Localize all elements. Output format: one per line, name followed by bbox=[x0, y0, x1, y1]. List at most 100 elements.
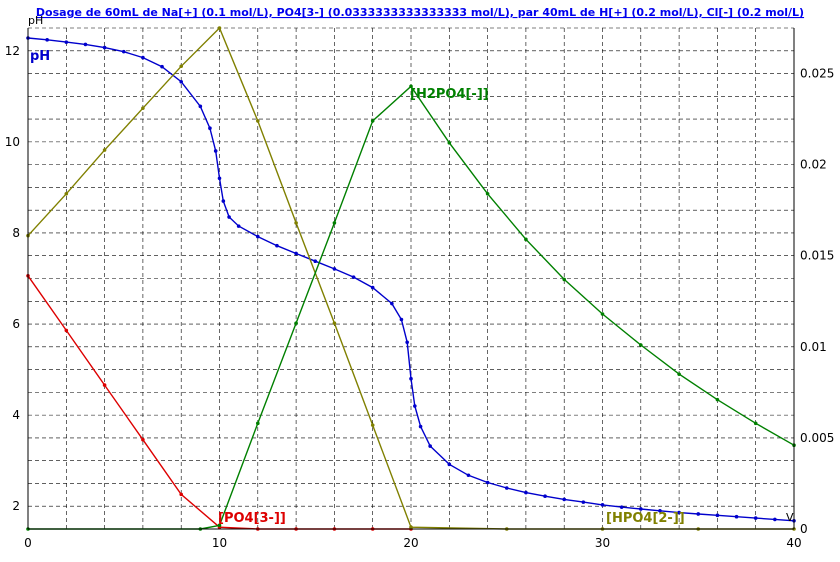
data-point-h2po4 bbox=[639, 343, 643, 347]
data-point-ph bbox=[83, 42, 88, 47]
x-axis-unit: V bbox=[786, 511, 794, 524]
series-line-h2po4 bbox=[28, 85, 795, 530]
data-point-h2po4 bbox=[370, 119, 375, 123]
y-axis-unit: pH bbox=[28, 14, 43, 27]
data-point-ph bbox=[221, 199, 226, 203]
data-point-hpo4-2 bbox=[294, 221, 298, 225]
data-point-ph bbox=[418, 424, 423, 429]
data-point-hpo4-2 bbox=[179, 64, 183, 69]
x-tick-label: 30 bbox=[595, 536, 610, 550]
y-right-tick-label: 0.01 bbox=[800, 340, 827, 354]
axis-layer: 0 10 20 30 40 2 4 6 8 10 12 0 0.005 0.01 0.015 0.02 0.02… bbox=[5, 28, 834, 550]
data-point-ph bbox=[213, 149, 218, 153]
data-point-ph bbox=[696, 512, 701, 516]
data-point-ph bbox=[753, 516, 758, 520]
data-point-ph bbox=[121, 49, 126, 54]
data-point-ph bbox=[466, 473, 471, 478]
y-left-tick-label: 12 bbox=[5, 44, 20, 58]
data-point-h2po4 bbox=[677, 372, 681, 376]
data-point-ph bbox=[313, 259, 318, 263]
data-point-h2po4 bbox=[600, 312, 605, 316]
data-point-ph bbox=[160, 64, 164, 69]
data-point-ph bbox=[677, 510, 681, 515]
y-left-tick-label: 10 bbox=[5, 135, 20, 149]
data-point-ph bbox=[543, 494, 547, 499]
data-point-po4-3 bbox=[64, 328, 69, 333]
data-point-hpo4-2 bbox=[370, 423, 375, 427]
x-tick-label: 40 bbox=[786, 536, 801, 550]
series-label-h2po4: [H2PO4[-]] bbox=[410, 87, 489, 102]
data-point-ph bbox=[64, 40, 69, 44]
data-point-ph bbox=[409, 376, 413, 381]
data-point-po4-3 bbox=[102, 383, 107, 387]
data-point-ph bbox=[294, 251, 298, 256]
data-point-ph bbox=[504, 486, 509, 490]
data-point-po4-3 bbox=[141, 437, 145, 442]
data-point-ph bbox=[562, 497, 566, 502]
data-point-ph bbox=[715, 513, 720, 518]
data-point-ph bbox=[399, 317, 404, 322]
data-point-ph bbox=[332, 267, 337, 271]
y-left-tick-label: 4 bbox=[12, 408, 20, 422]
data-point-ph bbox=[217, 176, 222, 181]
data-point-ph bbox=[600, 503, 605, 507]
data-point-ph bbox=[428, 444, 432, 448]
data-point-h2po4 bbox=[447, 140, 452, 145]
x-tick-label: 10 bbox=[212, 536, 227, 550]
y-left-tick-label: 8 bbox=[12, 226, 20, 240]
y-right-tick-label: 0.005 bbox=[800, 431, 834, 445]
data-point-ph bbox=[102, 45, 107, 50]
y-right-tick-label: 0.025 bbox=[800, 67, 834, 81]
data-point-ph bbox=[255, 234, 260, 239]
data-point-ph bbox=[45, 38, 49, 42]
y-left-tick-label: 2 bbox=[12, 499, 20, 513]
data-point-ph bbox=[351, 275, 356, 279]
data-point-hpo4-2 bbox=[217, 26, 222, 30]
data-point-ph bbox=[773, 517, 777, 522]
series-label-hpo4-2: [HPO4[2-]] bbox=[606, 511, 685, 526]
y-right-tick-label: 0.015 bbox=[800, 249, 834, 263]
chart-title: Dosage de 60mL de Na[+] (0.1 mol/L), PO4… bbox=[36, 6, 804, 19]
data-point-ph bbox=[619, 505, 624, 509]
data-point-h2po4 bbox=[485, 191, 490, 196]
data-point-ph bbox=[390, 301, 394, 306]
y-right-tick-label: 0 bbox=[800, 522, 808, 536]
series-label-ph: pH bbox=[30, 49, 50, 64]
data-point-ph bbox=[658, 508, 662, 513]
data-point-hpo4-2 bbox=[255, 119, 260, 123]
data-point-h2po4 bbox=[562, 277, 566, 282]
data-point-h2po4 bbox=[715, 397, 720, 402]
data-point-ph bbox=[236, 224, 241, 228]
data-point-ph bbox=[524, 490, 528, 495]
data-point-ph bbox=[485, 480, 490, 485]
data-point-ph bbox=[179, 79, 183, 84]
data-point-ph bbox=[405, 340, 409, 345]
data-point-hpo4-2 bbox=[102, 148, 107, 152]
y-right-tick-label: 0.02 bbox=[800, 158, 827, 172]
data-point-ph bbox=[581, 500, 586, 504]
x-tick-label: 20 bbox=[403, 536, 418, 550]
data-point-ph bbox=[141, 55, 145, 60]
data-point-h2po4 bbox=[217, 523, 222, 528]
data-point-ph bbox=[447, 462, 452, 467]
data-point-ph bbox=[639, 507, 643, 511]
data-point-ph bbox=[208, 126, 212, 130]
data-point-ph bbox=[413, 404, 417, 408]
data-point-h2po4 bbox=[294, 321, 298, 325]
data-point-h2po4 bbox=[409, 84, 413, 89]
data-point-ph bbox=[370, 285, 375, 290]
data-point-hpo4-2 bbox=[332, 321, 337, 325]
data-point-ph bbox=[275, 243, 279, 248]
series-label-po4-3: [PO4[3-]] bbox=[218, 511, 286, 526]
grid-layer bbox=[27, 27, 795, 529]
data-point-ph bbox=[227, 215, 231, 219]
data-point-h2po4 bbox=[255, 421, 260, 426]
data-point-po4-3 bbox=[179, 492, 183, 497]
data-point-hpo4-2 bbox=[409, 525, 413, 529]
x-tick-label: 0 bbox=[24, 536, 32, 550]
data-point-h2po4 bbox=[753, 421, 758, 426]
data-point-h2po4 bbox=[332, 221, 337, 225]
